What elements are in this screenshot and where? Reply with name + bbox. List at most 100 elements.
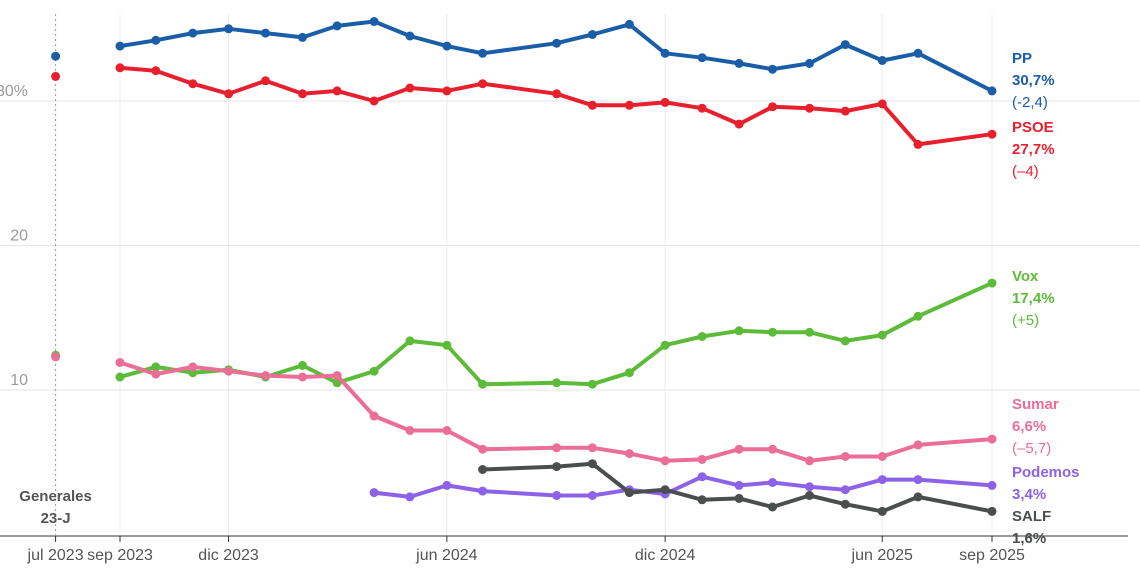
data-point: [552, 443, 562, 453]
election-result-point: [51, 51, 61, 61]
y-axis: 10 20 30%: [0, 83, 28, 389]
data-point: [877, 99, 887, 109]
series-label-value: 3,4%: [1012, 486, 1046, 503]
x-tick-label: dic 2024: [635, 547, 696, 564]
data-point: [332, 371, 342, 381]
data-point: [188, 79, 198, 89]
data-point: [768, 502, 777, 512]
series-label-change: (–4): [1012, 163, 1039, 180]
data-point: [768, 478, 777, 487]
data-point: [552, 38, 562, 48]
data-point: [224, 366, 234, 376]
data-point: [734, 326, 744, 336]
data-point: [840, 452, 850, 461]
series-pp: [51, 17, 997, 96]
data-point: [913, 311, 923, 321]
data-point: [987, 480, 997, 490]
data-point: [624, 19, 634, 29]
data-point: [151, 369, 161, 379]
data-point: [877, 475, 887, 485]
data-point: [840, 499, 850, 509]
series-sumar: [51, 352, 997, 466]
data-point: [369, 17, 379, 26]
data-point: [913, 139, 923, 149]
election-marker: Generales 23-J: [19, 14, 92, 536]
series-label-value: 6,6%: [1012, 418, 1046, 435]
series-label-change: (–5,7): [1012, 440, 1051, 457]
election-label: Generales: [19, 488, 92, 505]
data-point: [987, 129, 997, 139]
data-point: [224, 24, 234, 34]
data-point: [697, 332, 707, 341]
series-layer: [51, 17, 997, 516]
data-point: [442, 86, 452, 96]
data-point: [552, 491, 562, 500]
data-point: [987, 506, 997, 516]
data-point: [552, 462, 562, 472]
series-line-vox: [118, 281, 994, 387]
series-line-pp: [118, 19, 994, 93]
data-point: [913, 475, 923, 485]
data-point: [261, 76, 270, 86]
series-podemos: [369, 472, 997, 502]
data-point: [115, 63, 125, 73]
data-point: [442, 340, 452, 350]
data-point: [478, 486, 488, 496]
data-point: [660, 456, 670, 466]
y-tick-label: 20: [10, 228, 28, 245]
data-point: [298, 372, 307, 382]
data-point: [734, 58, 744, 68]
data-point: [587, 491, 597, 500]
data-point: [805, 103, 814, 113]
x-tick-label: sep 2025: [959, 547, 1025, 564]
series-label-value: 17,4%: [1012, 290, 1055, 307]
series-label-change: (+5): [1012, 312, 1039, 329]
data-point: [697, 454, 707, 464]
data-point: [877, 452, 887, 461]
data-point: [478, 48, 488, 58]
grid: [0, 14, 1140, 536]
x-axis: jul 2023 sep 2023 dic 2023 jun 2024 dic 2024…: [0, 535, 1128, 564]
data-point: [624, 488, 634, 498]
data-point: [442, 41, 452, 51]
election-label-date: 23-J: [41, 510, 71, 527]
data-point: [369, 488, 379, 498]
data-point: [768, 444, 777, 454]
data-point: [405, 492, 415, 502]
data-point: [913, 48, 923, 58]
data-point: [369, 96, 379, 106]
series-label-name: PP: [1012, 50, 1032, 67]
data-point: [298, 360, 307, 370]
data-point: [913, 492, 923, 502]
election-result-point: [51, 352, 61, 362]
data-point: [840, 485, 850, 495]
data-point: [587, 379, 597, 389]
data-point: [587, 443, 597, 453]
data-point: [405, 336, 415, 346]
data-point: [734, 480, 744, 490]
data-point: [660, 485, 670, 495]
data-point: [478, 444, 488, 454]
data-point: [552, 89, 562, 99]
x-tick-label: sep 2023: [87, 547, 153, 564]
data-point: [332, 21, 342, 31]
data-point: [697, 103, 707, 113]
data-point: [261, 28, 270, 38]
data-point: [478, 465, 488, 474]
series-label-name: PSOE: [1012, 119, 1054, 136]
data-point: [478, 379, 488, 389]
data-point: [115, 41, 125, 51]
data-point: [840, 336, 850, 346]
x-tick-label: jul 2023: [27, 547, 84, 564]
series-label-name: SALF: [1012, 508, 1051, 525]
data-point: [261, 371, 270, 381]
data-point: [840, 106, 850, 116]
data-point: [224, 89, 234, 99]
series-label-change: (-2,4): [1012, 94, 1048, 111]
series-psoe: [51, 63, 997, 149]
data-point: [442, 426, 452, 435]
series-label-name: Podemos: [1012, 464, 1080, 481]
data-point: [115, 372, 125, 382]
data-point: [987, 86, 997, 96]
series-line-psoe: [118, 65, 994, 147]
